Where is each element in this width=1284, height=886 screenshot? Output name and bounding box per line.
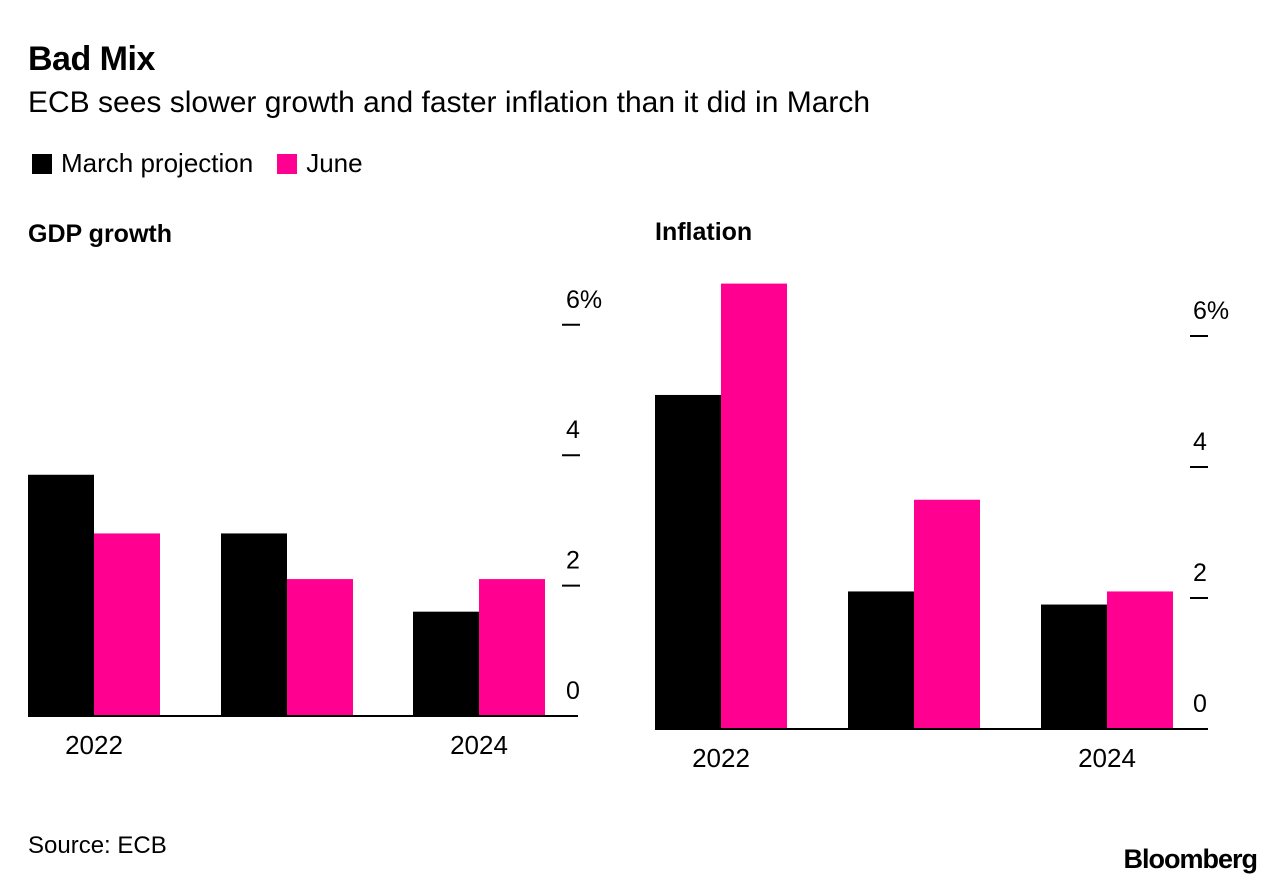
gdp-growth-bar-march-projection-2022 [28, 474, 94, 716]
inflation-y-tick-label-0: 0 [1193, 690, 1207, 718]
inflation-x-tick-label-2024: 2024 [1078, 743, 1136, 773]
gdp-growth-bar-march-projection-2024 [413, 611, 479, 716]
inflation-bar-june-2024 [1107, 591, 1173, 729]
inflation-bar-march-projection-2024 [1041, 604, 1107, 729]
inflation-y-tick-label-2: 2 [1193, 559, 1207, 587]
legend-swatch-june [277, 153, 298, 174]
source-note: Source: ECB [28, 832, 167, 859]
gdp-growth-x-tick-label-2022: 2022 [65, 730, 123, 760]
inflation-y-tick-label-6: 6% [1193, 297, 1229, 325]
legend-label-march: March projection [61, 148, 254, 178]
legend-swatch-march [32, 153, 52, 174]
chart-title: Bad Mix [28, 40, 155, 78]
chart-subtitle: ECB sees slower growth and faster inflat… [28, 86, 871, 119]
inflation-y-tick-label-4: 4 [1193, 428, 1207, 456]
gdp-growth-x-tick-label-2024: 2024 [450, 730, 508, 760]
gdp-growth-bar-june-2023 [287, 579, 353, 716]
gdp-growth-y-tick-label-4: 4 [566, 416, 580, 444]
legend: March projection June [32, 148, 387, 179]
inflation-bar-june-2022 [721, 283, 787, 729]
inflation-bar-march-projection-2023 [848, 591, 914, 729]
legend-item-june: June [277, 148, 363, 179]
inflation-bar-march-projection-2022 [655, 394, 721, 729]
gdp-growth-bar-june-2022 [94, 533, 160, 716]
gdp-growth-panel-title: GDP growth [28, 220, 172, 248]
gdp-growth-bar-march-projection-2023 [221, 533, 287, 716]
gdp-growth-y-tick-label-2: 2 [566, 547, 580, 575]
legend-label-june: June [306, 148, 363, 178]
legend-item-march: March projection [32, 148, 253, 179]
gdp-growth-y-tick-label-6: 6% [566, 286, 602, 314]
inflation-bar-june-2023 [914, 499, 980, 729]
inflation-x-tick-label-2022: 2022 [692, 743, 750, 773]
inflation-panel-title: Inflation [655, 218, 752, 246]
gdp-growth-y-tick-label-0: 0 [566, 677, 580, 705]
bloomberg-logo: Bloomberg [1123, 844, 1258, 874]
gdp-growth-bar-june-2024 [479, 579, 545, 716]
